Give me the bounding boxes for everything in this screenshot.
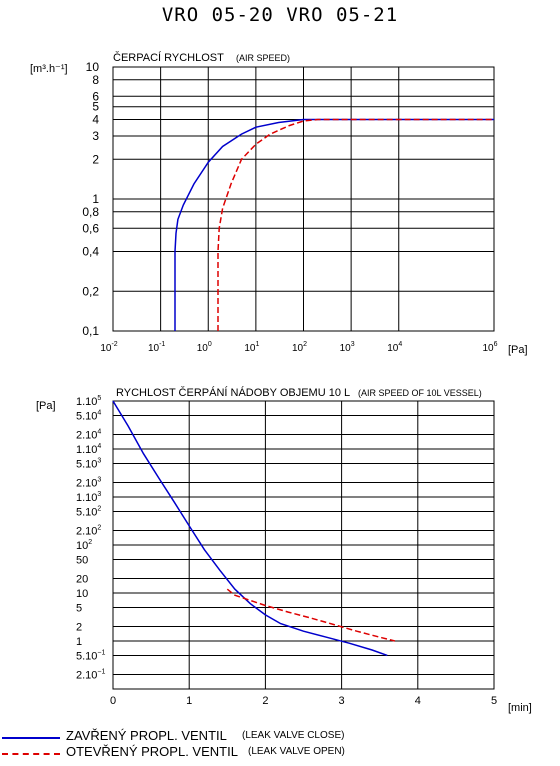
y-tick-label: 2.10−1 bbox=[76, 669, 106, 682]
y-tick-label: 102 bbox=[76, 539, 92, 552]
y-tick-label: 5.104 bbox=[76, 409, 101, 422]
x-tick-label: 102 bbox=[292, 341, 307, 354]
x-tick-label: 2 bbox=[262, 695, 268, 707]
y-tick-label: 0,4 bbox=[82, 245, 99, 259]
y-tick-label: 50 bbox=[76, 554, 88, 566]
legend-item-leak-valve-open: OTEVŘENÝ PROPL. VENTIL (LEAK VALVE OPEN) bbox=[0, 744, 560, 764]
series-line-leak-valve-open bbox=[226, 588, 396, 642]
y-tick-label: 2.103 bbox=[76, 477, 101, 490]
series-line-leak-valve-open bbox=[217, 118, 494, 331]
y-tick-label: 0,6 bbox=[82, 221, 99, 235]
y-tick-label: 1.103 bbox=[76, 491, 101, 504]
y-tick-label: 1.104 bbox=[76, 443, 101, 456]
x-tick-label: 103 bbox=[340, 341, 355, 354]
y-tick-label: 1.105 bbox=[76, 395, 101, 408]
y-tick-label: 1 bbox=[92, 192, 99, 206]
x-tick-label: 106 bbox=[482, 341, 497, 354]
y-tick-label: 0,8 bbox=[82, 205, 99, 219]
y-tick-label: 4 bbox=[92, 113, 99, 127]
legend-sublabel: (LEAK VALVE OPEN) bbox=[248, 746, 345, 757]
y-tick-label: 10 bbox=[76, 588, 88, 600]
y-tick-label: 5 bbox=[92, 100, 99, 114]
x-axis-label: [min] bbox=[508, 702, 532, 714]
y-tick-label: 5.102 bbox=[76, 505, 101, 518]
y-tick-label: 6 bbox=[92, 89, 99, 103]
legend-line-dashed bbox=[2, 753, 60, 755]
y-tick-label: 2 bbox=[92, 152, 99, 166]
x-tick-label: 1 bbox=[186, 695, 192, 707]
y-tick-label: 2 bbox=[76, 622, 82, 634]
y-tick-label: 8 bbox=[92, 73, 99, 87]
y-tick-label: 3 bbox=[92, 129, 99, 143]
series-line-leak-valve-close bbox=[112, 400, 388, 657]
y-tick-label: 5.10−1 bbox=[76, 649, 106, 662]
y-tick-label: 0,1 bbox=[82, 324, 99, 338]
x-tick-label: 100 bbox=[197, 341, 212, 354]
x-tick-label: 4 bbox=[415, 695, 421, 707]
y-tick-label: 10 bbox=[86, 60, 100, 74]
y-tick-label: 2.102 bbox=[76, 525, 101, 538]
chart-title: ČERPACÍ RYCHLOST bbox=[113, 51, 224, 64]
legend-item-leak-valve-close: ZAVŘENÝ PROPL. VENTIL (LEAK VALVE CLOSE) bbox=[0, 728, 560, 748]
y-tick-label: 20 bbox=[76, 574, 88, 586]
x-tick-label: 10-1 bbox=[148, 341, 165, 354]
legend-line-solid bbox=[2, 737, 60, 739]
y-tick-label: 2.104 bbox=[76, 429, 101, 442]
page-title: VRO 05-20 VRO 05-21 bbox=[161, 4, 399, 26]
legend-label: ZAVŘENÝ PROPL. VENTIL bbox=[66, 728, 227, 743]
series-line-leak-valve-close bbox=[174, 118, 494, 331]
x-axis-label: [Pa] bbox=[508, 344, 528, 356]
y-tick-label: 5.103 bbox=[76, 457, 101, 470]
chart-title: RYCHLOST ČERPÁNÍ NÁDOBY OBJEMU 10 L bbox=[116, 386, 350, 399]
x-tick-label: 10-2 bbox=[100, 341, 117, 354]
x-tick-label: 3 bbox=[339, 695, 345, 707]
x-tick-label: 0 bbox=[110, 695, 116, 707]
x-tick-label: 5 bbox=[491, 695, 497, 707]
legend-label: OTEVŘENÝ PROPL. VENTIL bbox=[66, 744, 238, 759]
y-axis-label: [Pa] bbox=[36, 400, 56, 412]
x-tick-label: 104 bbox=[387, 341, 402, 354]
legend-sublabel: (LEAK VALVE CLOSE) bbox=[242, 730, 345, 741]
y-tick-label: 0,2 bbox=[82, 284, 99, 298]
chart-subtitle: (AIR SPEED) bbox=[236, 53, 290, 63]
y-axis-label: [m³.h⁻¹] bbox=[30, 63, 68, 75]
y-tick-label: 1 bbox=[76, 636, 82, 648]
chart-subtitle: (AIR SPEED OF 10L VESSEL) bbox=[358, 388, 482, 398]
x-tick-label: 101 bbox=[244, 341, 259, 354]
y-tick-label: 5 bbox=[76, 602, 82, 614]
air-speed-chart: 10-2 10-1 100 101 102 103 104 106 108 654 3 2 10,8 0,… bbox=[30, 51, 528, 356]
